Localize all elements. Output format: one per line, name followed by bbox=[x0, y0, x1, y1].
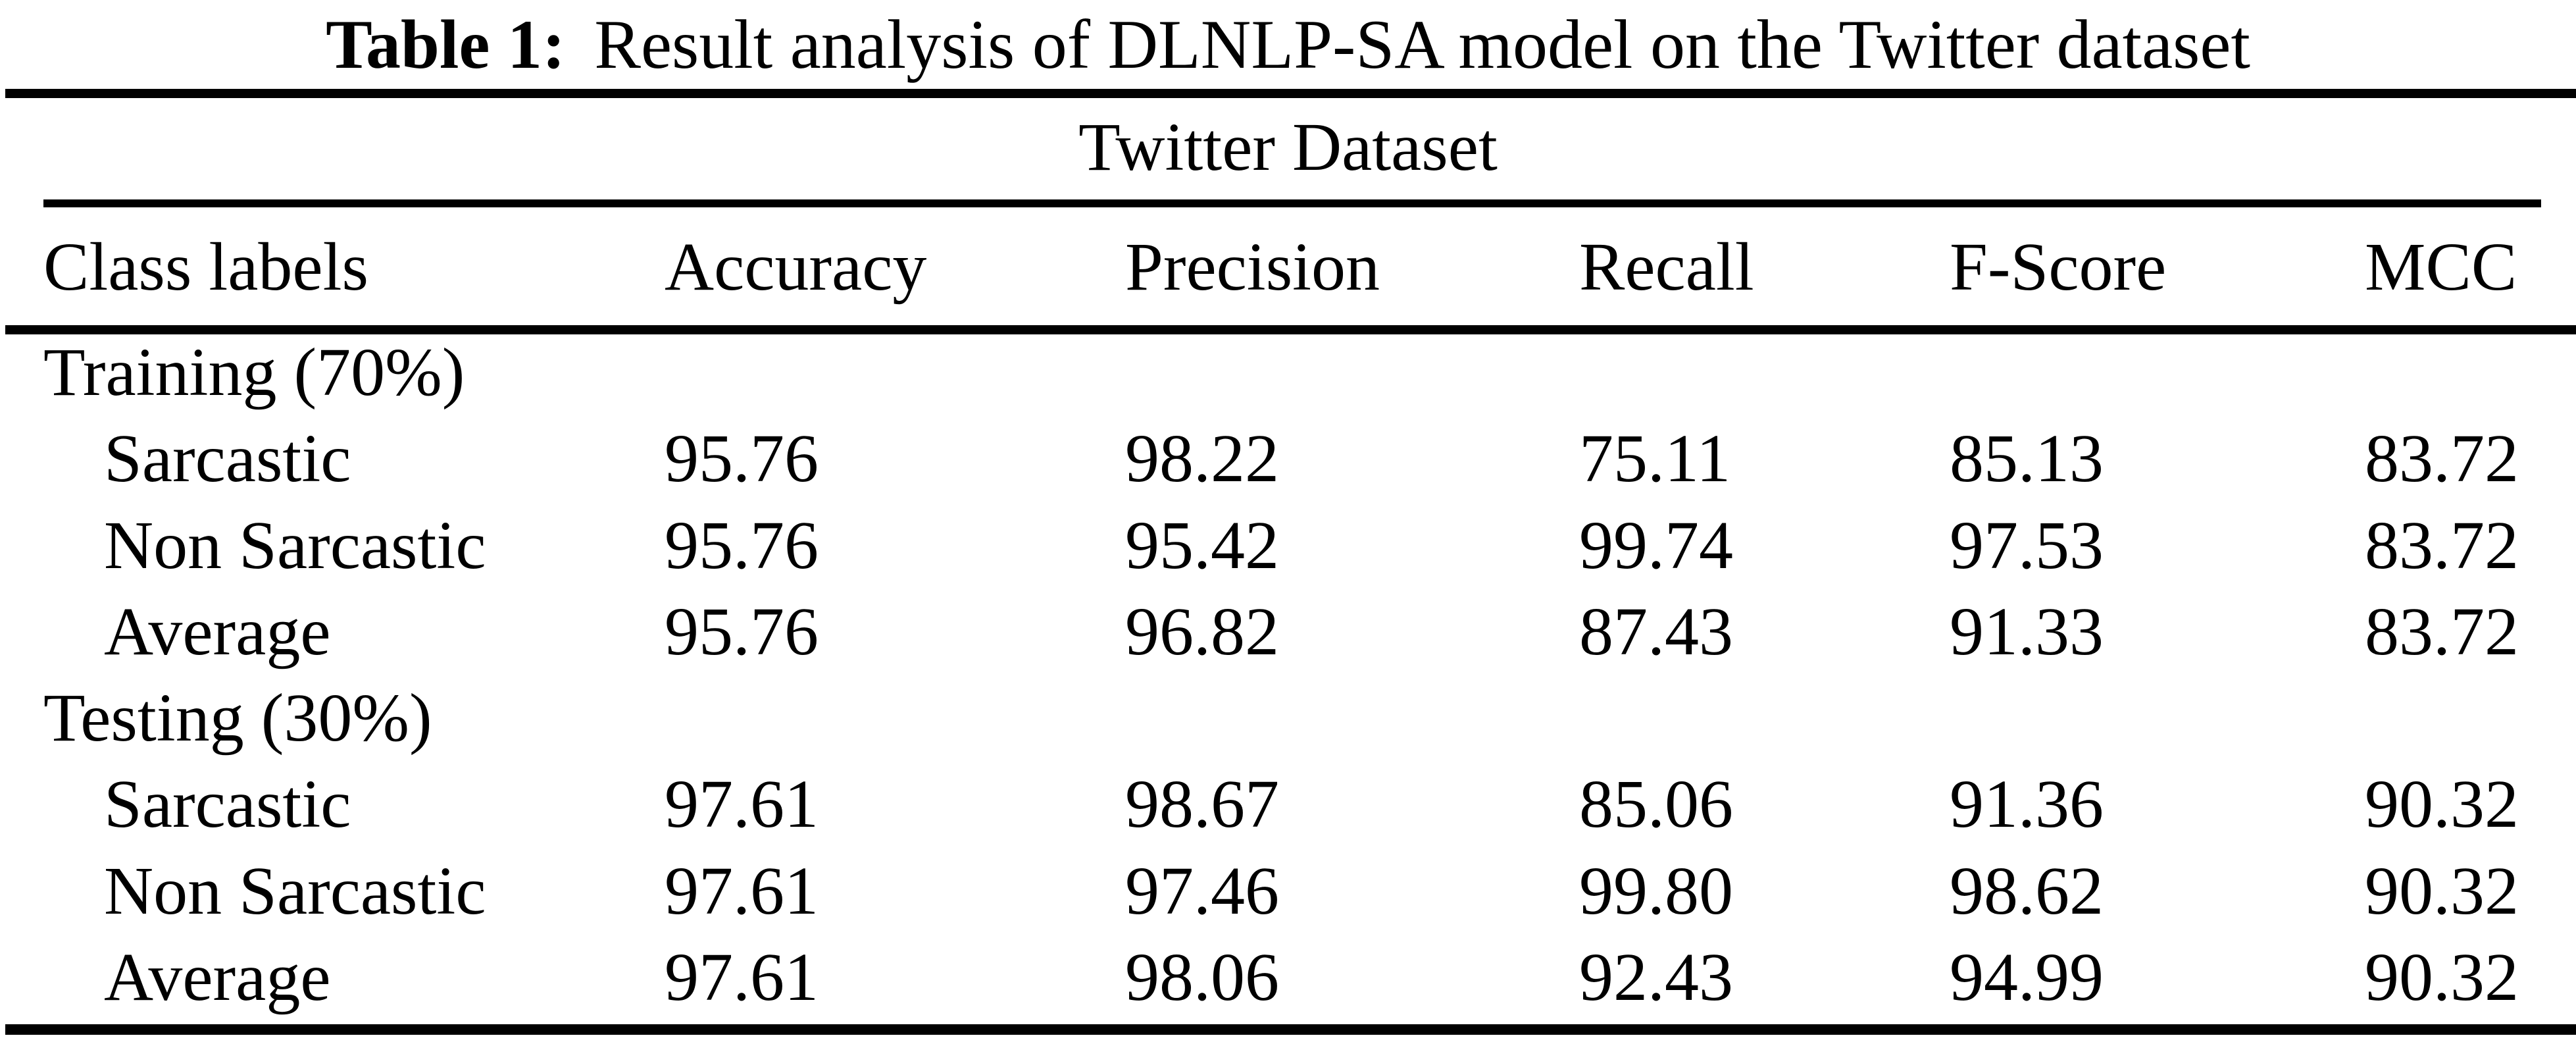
cell-precision: 98.22 bbox=[1125, 421, 1279, 497]
cell-mcc: 90.32 bbox=[2365, 939, 2519, 1015]
table-rule-under-headers bbox=[5, 325, 2576, 334]
table-header-row: Class labels Accuracy Precision Recall F… bbox=[0, 217, 2576, 316]
row-label: Sarcastic bbox=[104, 421, 351, 497]
cell-mcc: 83.72 bbox=[2365, 421, 2519, 497]
cell-precision: 96.82 bbox=[1125, 593, 1279, 669]
table-row-testing-sarcastic: Sarcastic 97.61 98.67 85.06 91.36 90.32 bbox=[0, 761, 2576, 847]
cell-f-score: 85.13 bbox=[1950, 421, 2104, 497]
row-label: Training (70%) bbox=[43, 334, 465, 411]
table-rule-under-group-header bbox=[43, 199, 2541, 207]
table-caption: Table 1: Result analysis of DLNLP-SA mode… bbox=[0, 3, 2576, 87]
cell-mcc: 83.72 bbox=[2365, 507, 2519, 583]
column-header-mcc: MCC bbox=[2365, 228, 2517, 305]
cell-recall: 99.80 bbox=[1579, 852, 1733, 929]
cell-accuracy: 95.76 bbox=[665, 421, 819, 497]
table-row-training-section: Training (70%) bbox=[0, 329, 2576, 415]
cell-recall: 99.74 bbox=[1579, 507, 1733, 583]
table-caption-text: Result analysis of DLNLP-SA model on the… bbox=[594, 6, 2250, 83]
cell-precision: 97.46 bbox=[1125, 852, 1279, 929]
cell-recall: 87.43 bbox=[1579, 593, 1733, 669]
table-row-training-average: Average 95.76 96.82 87.43 91.33 83.72 bbox=[0, 588, 2576, 675]
cell-precision: 95.42 bbox=[1125, 507, 1279, 583]
row-label: Sarcastic bbox=[104, 766, 351, 843]
row-label: Average bbox=[104, 593, 331, 669]
column-header-class-labels: Class labels bbox=[43, 228, 368, 305]
row-label: Non Sarcastic bbox=[104, 852, 486, 929]
row-label: Average bbox=[104, 939, 331, 1015]
table-rule-bottom bbox=[5, 1024, 2576, 1035]
table-row-training-sarcastic: Sarcastic 95.76 98.22 75.11 85.13 83.72 bbox=[0, 415, 2576, 502]
table-row-testing-average: Average 97.61 98.06 92.43 94.99 90.32 bbox=[0, 934, 2576, 1020]
cell-mcc: 83.72 bbox=[2365, 593, 2519, 669]
table-row-training-non-sarcastic: Non Sarcastic 95.76 95.42 99.74 97.53 83… bbox=[0, 502, 2576, 588]
cell-accuracy: 95.76 bbox=[665, 507, 819, 583]
cell-recall: 75.11 bbox=[1579, 421, 1731, 497]
cell-recall: 85.06 bbox=[1579, 766, 1733, 843]
column-header-recall: Recall bbox=[1579, 228, 1754, 305]
cell-precision: 98.67 bbox=[1125, 766, 1279, 843]
cell-f-score: 98.62 bbox=[1950, 852, 2104, 929]
cell-mcc: 90.32 bbox=[2365, 852, 2519, 929]
table-caption-number: Table 1: bbox=[326, 6, 566, 83]
column-header-f-score: F-Score bbox=[1950, 228, 2167, 305]
cell-recall: 92.43 bbox=[1579, 939, 1733, 1015]
cell-f-score: 97.53 bbox=[1950, 507, 2104, 583]
table-row-testing-non-sarcastic: Non Sarcastic 97.61 97.46 99.80 98.62 90… bbox=[0, 848, 2576, 934]
column-header-precision: Precision bbox=[1125, 228, 1380, 305]
cell-f-score: 91.36 bbox=[1950, 766, 2104, 843]
column-header-accuracy: Accuracy bbox=[665, 228, 927, 305]
cell-mcc: 90.32 bbox=[2365, 766, 2519, 843]
row-label: Testing (30%) bbox=[43, 680, 432, 756]
table-group-header: Twitter Dataset bbox=[1078, 109, 1498, 185]
table-body: Training (70%) Sarcastic 95.76 98.22 75.… bbox=[0, 329, 2576, 1020]
cell-precision: 98.06 bbox=[1125, 939, 1279, 1015]
cell-f-score: 94.99 bbox=[1950, 939, 2104, 1015]
row-label: Non Sarcastic bbox=[104, 507, 486, 583]
cell-accuracy: 97.61 bbox=[665, 939, 819, 1015]
table-rule-top bbox=[5, 89, 2576, 98]
cell-accuracy: 97.61 bbox=[665, 852, 819, 929]
cell-accuracy: 97.61 bbox=[665, 766, 819, 843]
table-row-testing-section: Testing (30%) bbox=[0, 675, 2576, 761]
cell-f-score: 91.33 bbox=[1950, 593, 2104, 669]
cell-accuracy: 95.76 bbox=[665, 593, 819, 669]
